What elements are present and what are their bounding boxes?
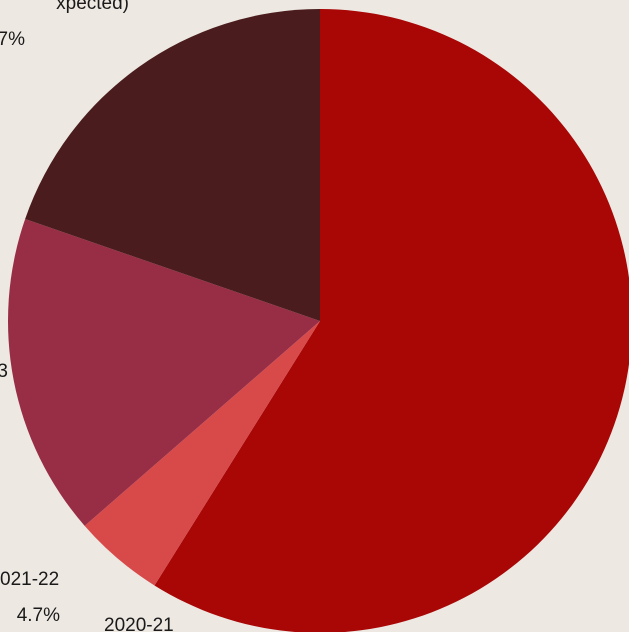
slice-label: xpected) (56, 0, 129, 14)
slice-label: 3 (0, 361, 8, 382)
pie-slice (25, 9, 320, 321)
pie-slice (7, 219, 321, 526)
pie-slice (84, 321, 320, 586)
slice-value-label: 7% (0, 29, 25, 50)
slice-label: 021-22 (0, 569, 59, 590)
slice-label: 2020-21 (104, 615, 174, 632)
pie-slice (154, 9, 629, 632)
slice-value-label: 4.7% (17, 605, 60, 626)
